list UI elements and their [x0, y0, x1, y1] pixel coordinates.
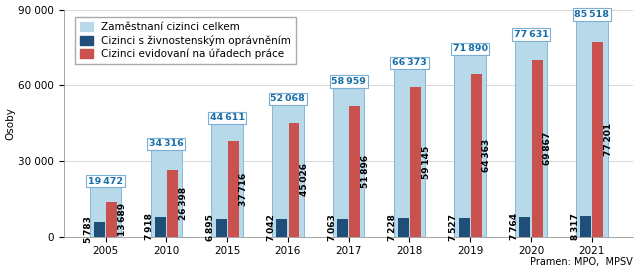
Text: 5 783: 5 783	[84, 216, 93, 243]
Text: 6 895: 6 895	[206, 214, 215, 241]
Text: 58 959: 58 959	[331, 77, 366, 86]
Bar	[337, 219, 348, 237]
Legend: Zaměstnaní cizinci celkem, Cizinci s živnostenským oprávněním, Cizinci evidovaní: Zaměstnaní cizinci celkem, Cizinci s živ…	[75, 17, 296, 64]
Bar	[215, 219, 227, 237]
Bar	[410, 87, 421, 237]
Bar	[212, 124, 243, 237]
Text: 69 867: 69 867	[543, 132, 552, 165]
Bar	[289, 123, 300, 237]
Text: 7 228: 7 228	[389, 214, 397, 241]
Bar	[90, 187, 121, 237]
Text: 7 918: 7 918	[145, 213, 154, 240]
Bar	[398, 218, 409, 237]
Bar	[333, 88, 364, 237]
Text: 7 527: 7 527	[449, 214, 458, 241]
Text: 26 398: 26 398	[178, 187, 187, 220]
Text: 77 201: 77 201	[604, 123, 613, 156]
Bar	[471, 74, 482, 237]
Bar	[515, 41, 547, 237]
Bar	[277, 219, 288, 237]
Bar	[459, 218, 470, 237]
Bar	[532, 60, 543, 237]
Text: 77 631: 77 631	[514, 30, 548, 39]
Bar	[350, 106, 360, 237]
Y-axis label: Osoby: Osoby	[6, 107, 15, 140]
Text: 71 890: 71 890	[452, 45, 488, 53]
Bar	[520, 217, 530, 237]
Bar	[592, 42, 603, 237]
Bar	[94, 222, 105, 237]
Text: 52 068: 52 068	[270, 94, 305, 103]
Text: 34 316: 34 316	[149, 139, 184, 148]
Text: 7 764: 7 764	[510, 213, 519, 240]
Text: 7 042: 7 042	[266, 214, 276, 241]
Text: 66 373: 66 373	[392, 58, 427, 68]
Text: 37 716: 37 716	[240, 173, 249, 206]
Text: 85 518: 85 518	[574, 10, 609, 19]
Text: 8 317: 8 317	[571, 213, 580, 239]
Text: 44 611: 44 611	[210, 113, 245, 122]
Text: 45 026: 45 026	[300, 163, 309, 196]
Bar	[394, 69, 426, 237]
Text: 13 689: 13 689	[118, 203, 127, 236]
Bar	[167, 170, 178, 237]
Bar	[454, 55, 486, 237]
Bar	[106, 202, 117, 237]
Bar	[580, 216, 591, 237]
Bar	[576, 21, 608, 237]
Text: 7 063: 7 063	[328, 214, 337, 241]
Bar	[155, 217, 166, 237]
Text: 19 472: 19 472	[88, 177, 123, 186]
Bar	[227, 141, 239, 237]
Bar	[272, 105, 304, 237]
Text: 59 145: 59 145	[422, 145, 431, 179]
Text: 51 896: 51 896	[361, 155, 370, 188]
Text: Pramen: MPO,  MPSV: Pramen: MPO, MPSV	[530, 257, 633, 267]
Bar	[151, 150, 182, 237]
Text: 64 363: 64 363	[482, 139, 491, 172]
